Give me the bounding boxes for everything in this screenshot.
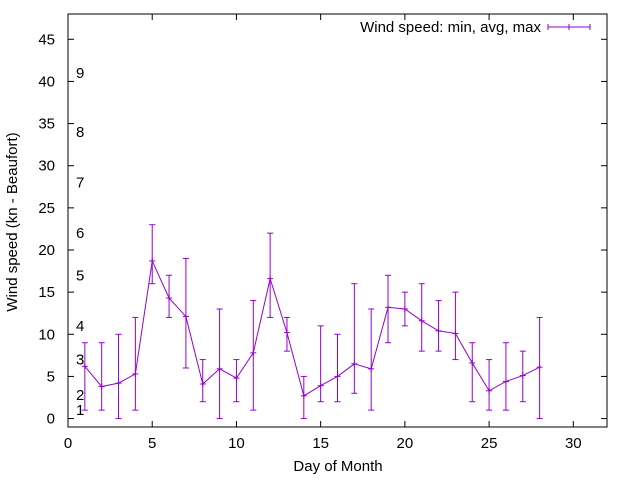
x-tick-label: 10 xyxy=(228,435,245,452)
beaufort-label: 6 xyxy=(76,225,84,242)
legend: Wind speed: min, avg, max xyxy=(360,19,591,36)
error-bar xyxy=(317,325,324,403)
y-tick-label: 30 xyxy=(38,158,55,175)
error-bar xyxy=(385,274,392,344)
error-bar xyxy=(502,342,509,411)
y-axis-title: Wind speed (kn - Beaufort) xyxy=(4,132,21,311)
series-line xyxy=(84,259,540,397)
beaufort-label: 1 xyxy=(76,402,84,419)
x-axis-title: Day of Month xyxy=(293,458,382,475)
error-bar xyxy=(283,316,290,352)
error-bar xyxy=(216,308,223,420)
error-bar xyxy=(233,359,240,403)
error-bar xyxy=(351,283,358,394)
legend-label: Wind speed: min, avg, max xyxy=(360,19,541,36)
error-bar xyxy=(267,232,274,318)
y-tick-label: 20 xyxy=(38,242,55,259)
error-bar xyxy=(519,350,526,403)
y-tick-label: 45 xyxy=(38,31,55,48)
beaufort-label: 9 xyxy=(76,65,84,82)
plot-frame xyxy=(67,13,608,428)
y-tick-label: 40 xyxy=(38,73,55,90)
error-bar xyxy=(115,333,122,420)
x-tick-label: 0 xyxy=(64,435,72,452)
error-bar xyxy=(98,342,105,411)
beaufort-label: 4 xyxy=(76,318,84,335)
x-tick-label: 5 xyxy=(148,435,156,452)
error-bar xyxy=(199,359,206,403)
y-tick-label: 10 xyxy=(38,326,55,343)
plot-area xyxy=(81,224,543,420)
error-bar xyxy=(149,224,156,285)
error-bar xyxy=(536,316,543,420)
error-bar xyxy=(132,316,139,411)
error-bar xyxy=(300,375,307,420)
x-tick-label: 15 xyxy=(312,435,329,452)
y-tick-label: 15 xyxy=(38,284,55,301)
error-bar xyxy=(182,257,189,369)
beaufort-label: 3 xyxy=(76,352,84,369)
error-bar xyxy=(334,333,341,403)
error-bar xyxy=(486,359,493,411)
error-bar xyxy=(469,342,476,403)
beaufort-label: 7 xyxy=(76,175,84,192)
error-bar xyxy=(435,300,442,352)
error-bar xyxy=(368,308,375,411)
error-bar xyxy=(166,274,173,318)
x-tick-label: 25 xyxy=(481,435,498,452)
beaufort-label: 8 xyxy=(76,124,84,141)
y-tick-label: 25 xyxy=(38,200,55,217)
beaufort-label: 5 xyxy=(76,267,84,284)
error-bar xyxy=(250,300,257,411)
beaufort-label: 2 xyxy=(76,387,84,404)
error-bar xyxy=(81,342,88,411)
error-bar xyxy=(401,291,408,327)
y-tick-label: 35 xyxy=(38,116,55,133)
x-tick-label: 20 xyxy=(397,435,414,452)
error-bar xyxy=(418,283,425,352)
x-tick-label: 30 xyxy=(565,435,582,452)
y-tick-label: 5 xyxy=(47,368,55,385)
y-tick-label: 0 xyxy=(47,411,55,428)
error-bar xyxy=(452,291,459,361)
